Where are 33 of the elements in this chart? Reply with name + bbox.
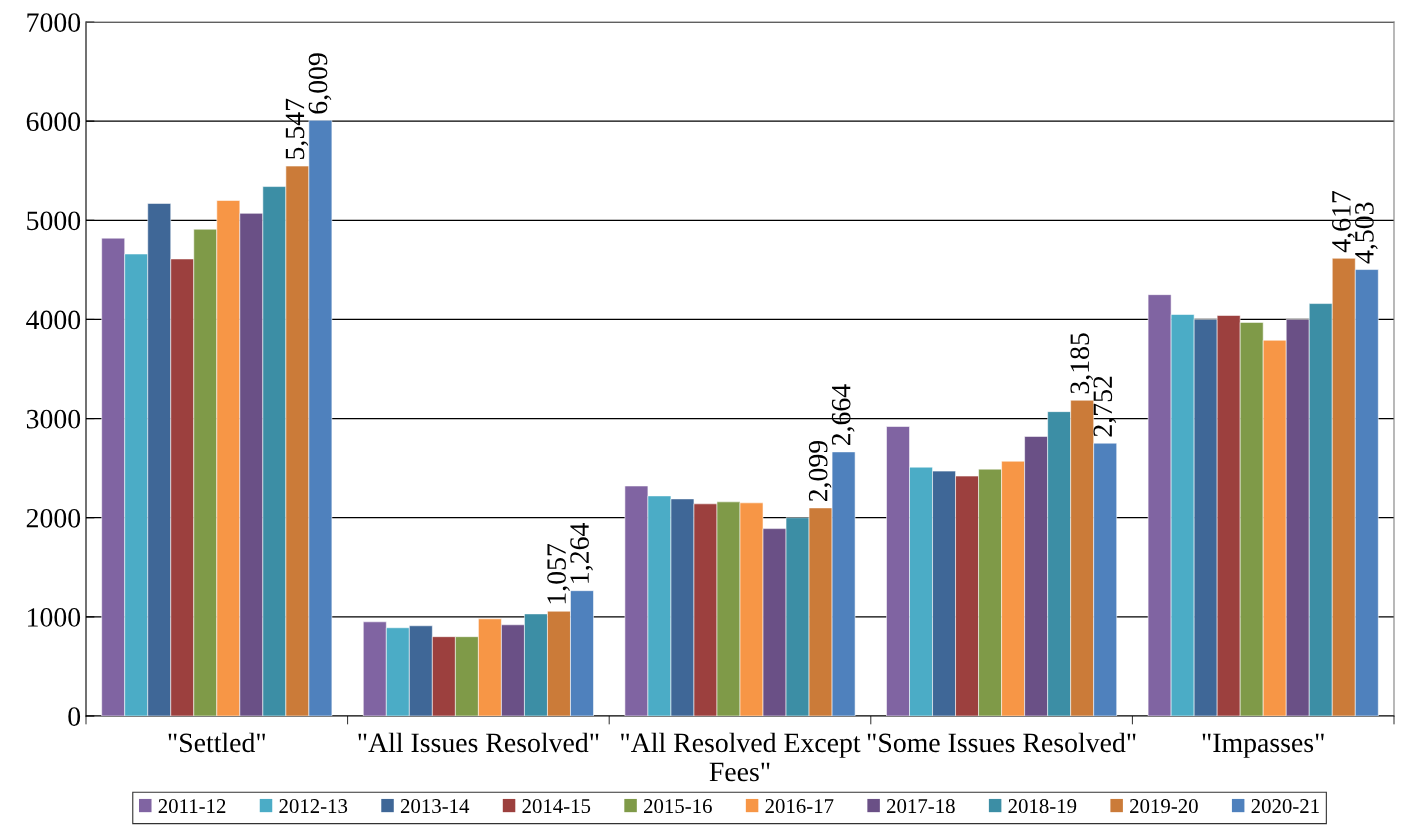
y-tick-label: 6000: [26, 112, 81, 132]
data-label: 2,664: [831, 384, 855, 446]
data-label: 6,009: [308, 53, 332, 114]
x-tick-label: "All Issues Resolved": [358, 732, 599, 753]
data-label: 1,057: [547, 543, 570, 604]
x-tick-label: "All Resolved Except Fees": [621, 732, 861, 782]
legend-label: 2012-13: [279, 799, 348, 814]
y-tick-label: 2000: [26, 508, 81, 528]
legend-label: 2018-19: [1008, 799, 1077, 814]
x-tick-label: "Settled": [168, 732, 265, 753]
y-tick-label: 5000: [27, 211, 81, 231]
y-tick-label: 4000: [26, 310, 81, 330]
data-label: 4,503: [1355, 202, 1378, 264]
data-label: 2,752: [1093, 376, 1117, 437]
y-tick-label: 3000: [26, 409, 81, 429]
y-tick-label: 1000: [28, 608, 81, 627]
data-label: 1,264: [570, 523, 593, 583]
x-tick-label: "Impasses": [1202, 733, 1324, 758]
legend-label: 2017-18: [887, 799, 955, 814]
data-label: 4,617: [1332, 191, 1355, 253]
data-label: 3,185: [1070, 333, 1094, 394]
x-tick-label: "Some Issues Resolved": [867, 732, 1136, 753]
y-tick-label: 0: [68, 707, 81, 726]
legend-label: 2016-17: [765, 799, 834, 814]
legend-label: 2015-16: [643, 799, 712, 814]
legend-label: 2019-20: [1130, 799, 1198, 814]
legend-label: 2013-14: [400, 799, 470, 814]
y-tick-label: 7000: [27, 13, 81, 32]
legend-label: 2014-15: [522, 799, 591, 814]
legend-label: 2011-12: [158, 799, 226, 814]
data-label: 5,547: [285, 98, 309, 159]
data-label: 2,099: [808, 440, 832, 502]
legend-label: 2020-21: [1251, 799, 1319, 814]
